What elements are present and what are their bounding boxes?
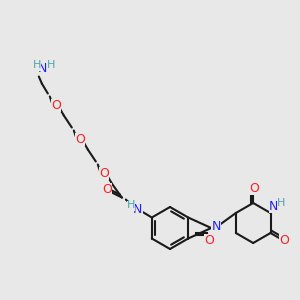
Text: N: N [212,220,221,233]
Text: N: N [133,203,142,216]
Text: H: H [277,198,286,208]
Text: O: O [51,99,61,112]
Text: O: O [75,133,85,146]
Text: N: N [269,200,278,212]
Text: O: O [102,183,112,196]
Text: H: H [33,61,41,70]
Text: O: O [204,233,214,247]
Text: O: O [279,233,289,247]
Text: O: O [249,182,259,194]
Text: N: N [38,62,47,75]
Text: H: H [127,200,135,211]
Text: H: H [46,61,55,70]
Text: O: O [99,167,109,180]
